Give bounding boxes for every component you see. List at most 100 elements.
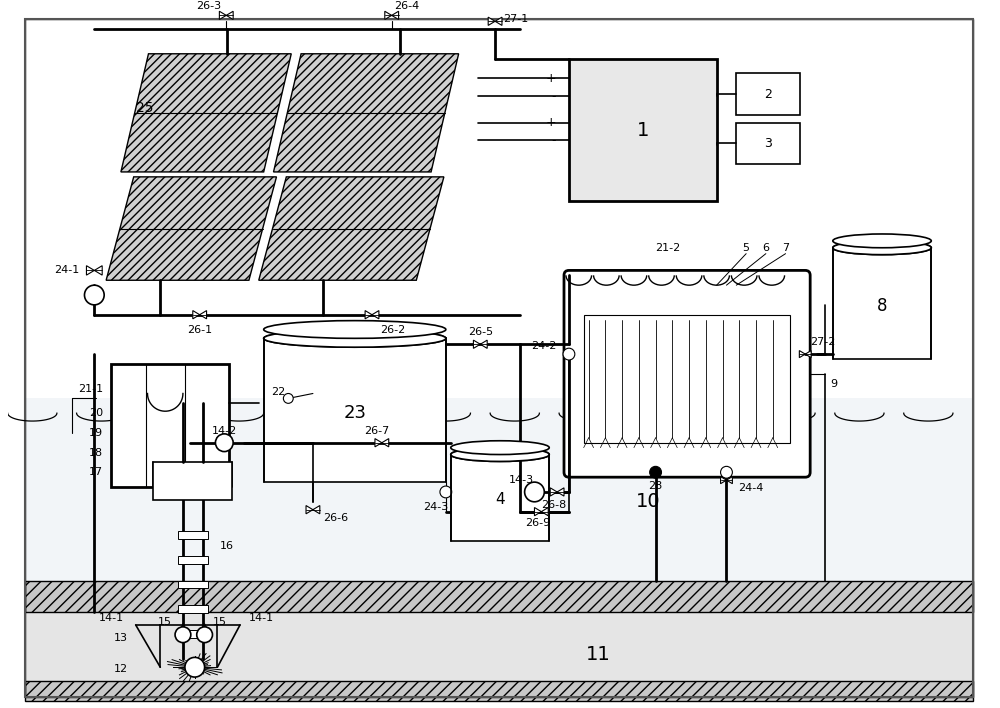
Text: 24-2: 24-2 xyxy=(532,341,557,351)
Polygon shape xyxy=(392,11,399,20)
Text: 26-6: 26-6 xyxy=(323,513,348,523)
Polygon shape xyxy=(375,438,382,447)
Text: 16: 16 xyxy=(219,541,233,551)
Circle shape xyxy=(650,467,661,478)
Polygon shape xyxy=(805,350,811,358)
Text: 14-3: 14-3 xyxy=(509,475,534,485)
Text: 27-1: 27-1 xyxy=(503,14,528,24)
Polygon shape xyxy=(200,311,207,319)
Text: 15: 15 xyxy=(212,617,226,627)
Text: 24-4: 24-4 xyxy=(738,483,764,493)
Bar xyxy=(25,681,973,701)
Polygon shape xyxy=(550,488,557,496)
Ellipse shape xyxy=(264,329,446,347)
Text: 17: 17 xyxy=(89,467,103,477)
Bar xyxy=(736,122,800,164)
Bar xyxy=(178,630,208,638)
Ellipse shape xyxy=(451,447,549,462)
Text: 14-2: 14-2 xyxy=(212,426,237,436)
Polygon shape xyxy=(495,17,502,25)
Polygon shape xyxy=(721,476,726,484)
Bar xyxy=(25,24,973,399)
Polygon shape xyxy=(534,508,541,516)
Circle shape xyxy=(175,627,191,643)
Polygon shape xyxy=(121,54,291,172)
Text: 3: 3 xyxy=(764,137,772,150)
Polygon shape xyxy=(557,488,564,496)
Polygon shape xyxy=(488,17,495,25)
Bar xyxy=(178,605,208,613)
Text: 14-1: 14-1 xyxy=(249,613,274,623)
Bar xyxy=(569,59,717,202)
Bar xyxy=(25,612,973,681)
Bar xyxy=(584,315,790,442)
Polygon shape xyxy=(259,177,444,280)
Bar xyxy=(25,581,973,612)
Text: 26-4: 26-4 xyxy=(394,1,419,11)
Text: 7: 7 xyxy=(782,243,789,253)
Text: 26-1: 26-1 xyxy=(187,326,212,336)
Text: 26-7: 26-7 xyxy=(364,426,390,436)
Text: 4: 4 xyxy=(495,491,505,507)
FancyBboxPatch shape xyxy=(564,270,810,477)
Ellipse shape xyxy=(451,441,549,455)
Text: 1: 1 xyxy=(637,120,649,139)
Polygon shape xyxy=(313,506,320,514)
Text: 19: 19 xyxy=(89,428,103,438)
Polygon shape xyxy=(473,340,480,348)
Bar xyxy=(153,462,232,500)
Text: 27-2: 27-2 xyxy=(810,337,836,348)
Circle shape xyxy=(185,657,205,677)
Polygon shape xyxy=(365,311,372,319)
Text: 12: 12 xyxy=(114,664,128,674)
Text: 21-2: 21-2 xyxy=(655,243,680,253)
Text: 24-1: 24-1 xyxy=(54,266,79,275)
Text: +: + xyxy=(546,72,556,85)
Polygon shape xyxy=(306,506,313,514)
Text: 26-2: 26-2 xyxy=(380,326,405,336)
Circle shape xyxy=(525,482,544,502)
Text: 10: 10 xyxy=(635,492,660,511)
Text: 8: 8 xyxy=(877,297,887,315)
Ellipse shape xyxy=(833,241,931,255)
Ellipse shape xyxy=(833,234,931,248)
Text: 5: 5 xyxy=(743,243,750,253)
Circle shape xyxy=(197,627,212,643)
Text: 26-8: 26-8 xyxy=(542,500,567,510)
Text: 9: 9 xyxy=(830,379,837,389)
Ellipse shape xyxy=(451,447,549,462)
Polygon shape xyxy=(372,311,379,319)
Ellipse shape xyxy=(264,321,446,338)
Bar xyxy=(264,338,446,482)
Bar xyxy=(111,364,229,487)
Circle shape xyxy=(440,486,452,498)
Circle shape xyxy=(563,348,575,360)
Text: 24-3: 24-3 xyxy=(423,502,449,512)
Text: 15: 15 xyxy=(158,617,172,627)
Text: 22: 22 xyxy=(271,387,286,396)
Text: +: + xyxy=(546,116,556,129)
Text: 14-1: 14-1 xyxy=(99,613,124,623)
Polygon shape xyxy=(541,508,548,516)
Polygon shape xyxy=(382,438,389,447)
Bar xyxy=(736,74,800,115)
Text: 6: 6 xyxy=(762,243,769,253)
Text: -: - xyxy=(552,90,556,103)
Circle shape xyxy=(283,394,293,404)
Text: 25: 25 xyxy=(136,101,153,115)
Ellipse shape xyxy=(833,241,931,255)
Bar xyxy=(25,399,973,581)
Polygon shape xyxy=(385,11,392,20)
Circle shape xyxy=(721,467,732,478)
Polygon shape xyxy=(799,350,805,358)
Polygon shape xyxy=(480,340,487,348)
Circle shape xyxy=(215,434,233,452)
Text: 26-9: 26-9 xyxy=(525,518,550,528)
Polygon shape xyxy=(219,11,226,20)
Bar xyxy=(178,581,208,588)
Polygon shape xyxy=(94,266,102,275)
Text: 13: 13 xyxy=(114,633,128,643)
Polygon shape xyxy=(274,54,459,172)
Polygon shape xyxy=(193,311,200,319)
Polygon shape xyxy=(106,177,276,280)
